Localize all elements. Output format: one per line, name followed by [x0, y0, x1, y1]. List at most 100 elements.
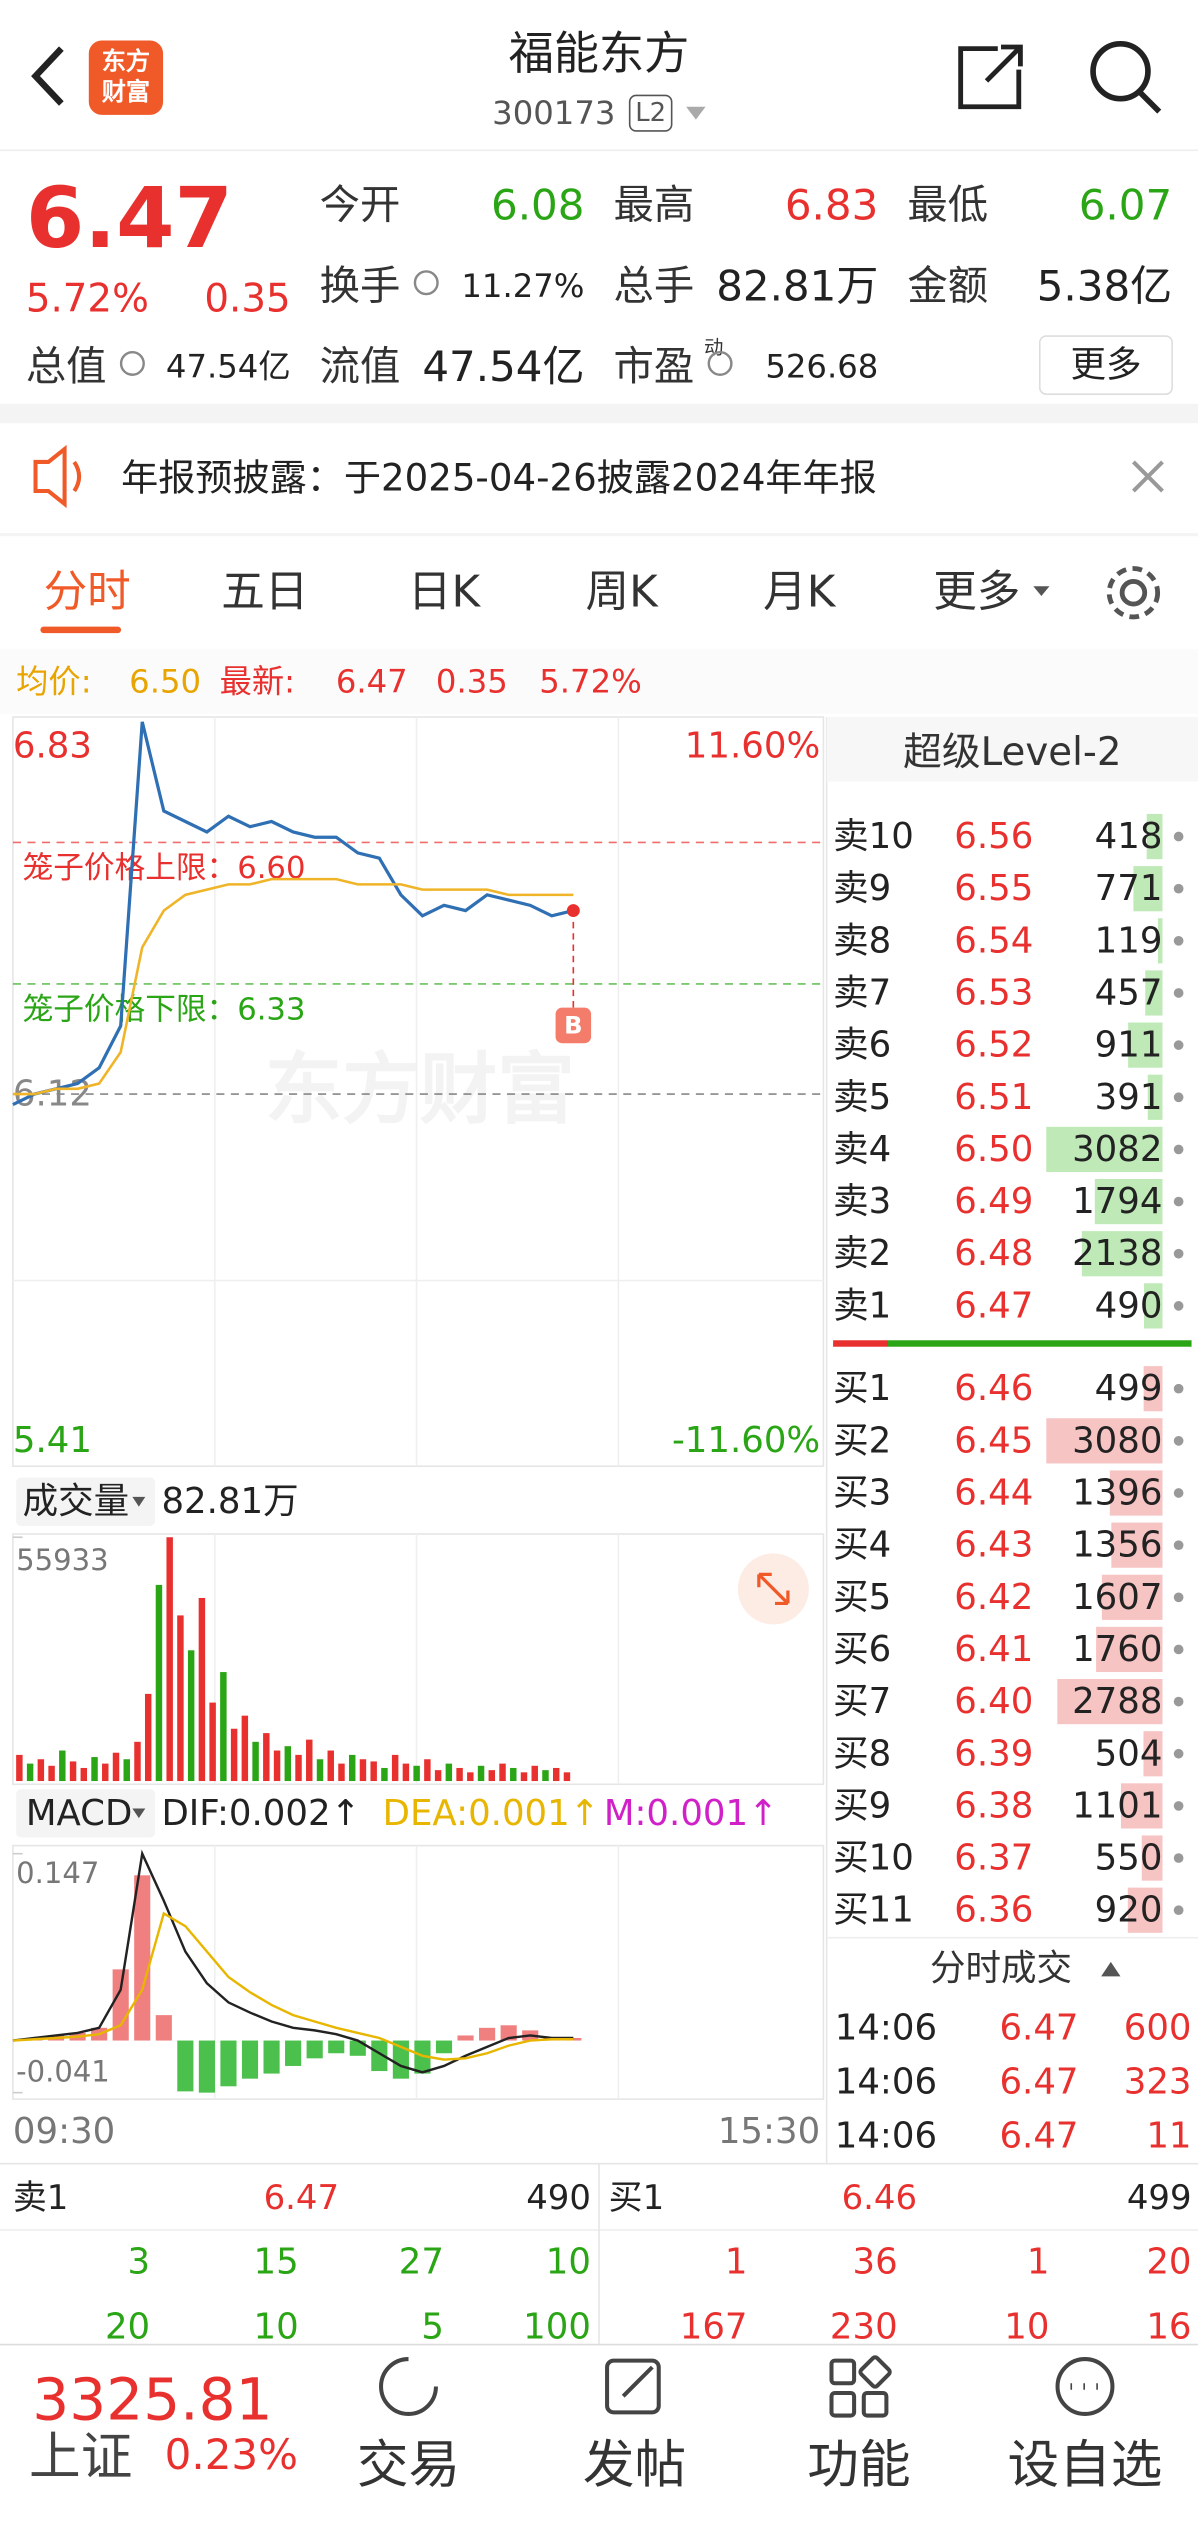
- volume-bar: [155, 1584, 163, 1782]
- level-volume: 499: [1095, 1368, 1163, 1409]
- volume-bar: [563, 1772, 571, 1782]
- volume-bar: [166, 1537, 173, 1782]
- volume-bar: [48, 1765, 55, 1782]
- trade-time: 14:06: [835, 2008, 937, 2049]
- volume-bar: [209, 1702, 216, 1782]
- macd-bar: [479, 2027, 496, 2041]
- marker-box: [555, 1007, 592, 1044]
- depth-bar: [1109, 1470, 1163, 1516]
- depth-bar: [1146, 813, 1163, 860]
- stock-code: 300173: [492, 94, 615, 132]
- field-value: 6.83: [785, 181, 878, 230]
- volume-bar: [338, 1763, 345, 1782]
- y2-tick-label: -11.60%: [672, 1420, 820, 1461]
- level-dot: [1173, 883, 1184, 894]
- ratio-bar-buy: [833, 1340, 889, 1347]
- field-value: 47.54亿: [422, 342, 584, 391]
- level-volume: 550: [1095, 1838, 1163, 1879]
- volume-bar: [531, 1765, 538, 1782]
- volume-bar: [370, 1761, 377, 1782]
- volume-bar: [91, 1757, 98, 1782]
- level-label: 买4: [833, 1525, 891, 1566]
- volume-bar: [456, 1767, 463, 1782]
- trade-count: 1: [1027, 2242, 1050, 2283]
- level-label: 卖8: [833, 920, 891, 961]
- level-dot: [1173, 1092, 1184, 1103]
- macd-bar: [198, 2040, 215, 2093]
- level-price: 6.43: [954, 1525, 1033, 1566]
- trade-price: 6.47: [999, 2116, 1078, 2157]
- dropdown-arrow: [132, 1808, 146, 1819]
- badge: L2: [635, 98, 666, 128]
- macd-bar: [112, 1969, 129, 2041]
- bid-price: 6.46: [842, 2178, 917, 2217]
- dropdown-arrow: [686, 106, 706, 120]
- tab[interactable]: 分时: [44, 568, 131, 618]
- nav-item[interactable]: 交易: [357, 2436, 460, 2496]
- level-volume: 1356: [1072, 1525, 1162, 1566]
- level-dot: [1173, 1540, 1184, 1551]
- volume-bar: [327, 1750, 334, 1782]
- level-dot: [1173, 1801, 1184, 1811]
- depth-bar: [1096, 1626, 1163, 1673]
- info-icon: [413, 270, 439, 296]
- nav-item[interactable]: 发帖: [583, 2436, 686, 2496]
- level-price: 6.44: [954, 1473, 1033, 1514]
- level-price: 6.40: [954, 1681, 1033, 1722]
- tab[interactable]: 五日: [221, 568, 308, 618]
- volume-bar: [434, 1770, 442, 1782]
- level-volume: 1760: [1072, 1629, 1162, 1670]
- level-volume: 771: [1095, 868, 1163, 909]
- macd-selector[interactable]: [16, 1789, 155, 1838]
- level-volume: 1794: [1072, 1181, 1162, 1222]
- watermark: 东方财富: [265, 1045, 575, 1135]
- volume-selector[interactable]: [16, 1477, 155, 1526]
- search-button[interactable]: [1090, 40, 1162, 114]
- price-chart-frame: [12, 716, 825, 1468]
- trade-count: 100: [523, 2306, 591, 2347]
- level-price: 6.49: [954, 1181, 1033, 1222]
- volume-bar: [230, 1728, 238, 1782]
- macd-bar: [155, 2015, 172, 2041]
- level-label: 买8: [833, 1733, 891, 1774]
- field-value: 82.81万: [716, 261, 878, 310]
- tab[interactable]: 更多: [933, 568, 1020, 618]
- nav-item[interactable]: 功能: [807, 2436, 910, 2496]
- more-label[interactable]: 更多: [1070, 345, 1141, 386]
- tab[interactable]: 日K: [408, 568, 482, 618]
- ask-volume: 490: [526, 2178, 591, 2217]
- volume-bar: [134, 1741, 141, 1782]
- volume-bar: [348, 1754, 356, 1782]
- ratio-bar-sell: [888, 1340, 1192, 1347]
- level-volume: 490: [1095, 1285, 1163, 1326]
- settings-button[interactable]: [1106, 566, 1161, 620]
- tab[interactable]: 月K: [763, 568, 837, 618]
- more-button[interactable]: [1038, 335, 1173, 395]
- index-percent: 0.23%: [165, 2430, 298, 2479]
- nav-item[interactable]: 设自选: [1007, 2436, 1162, 2496]
- logo: [88, 40, 164, 115]
- level-price: 6.47: [954, 1285, 1033, 1326]
- level-label: 卖7: [833, 972, 891, 1013]
- level-price: 6.52: [954, 1025, 1033, 1066]
- volume-bar: [16, 1754, 23, 1782]
- separator: [0, 532, 1198, 537]
- volume-bar: [241, 1715, 249, 1782]
- back-button[interactable]: [31, 46, 64, 106]
- level-label: 卖4: [833, 1129, 891, 1170]
- depth-bar: [1046, 1418, 1163, 1464]
- trade-count: 16: [1146, 2306, 1191, 2347]
- stock-name: 福能东方: [509, 27, 690, 80]
- close-button[interactable]: [1131, 460, 1164, 493]
- change: 0.35: [204, 276, 290, 321]
- nav-bar: [0, 2344, 1198, 2532]
- cage-label: 笼子价格上限：6.60: [23, 851, 306, 886]
- share-button[interactable]: [958, 44, 1023, 110]
- volume-bar: [112, 1752, 120, 1782]
- macd-frame: [12, 1844, 825, 2100]
- tab[interactable]: 周K: [586, 568, 660, 618]
- level-volume: 1101: [1072, 1785, 1162, 1826]
- latest-label: 最新:: [220, 663, 295, 701]
- level-label: 买1: [833, 1368, 891, 1409]
